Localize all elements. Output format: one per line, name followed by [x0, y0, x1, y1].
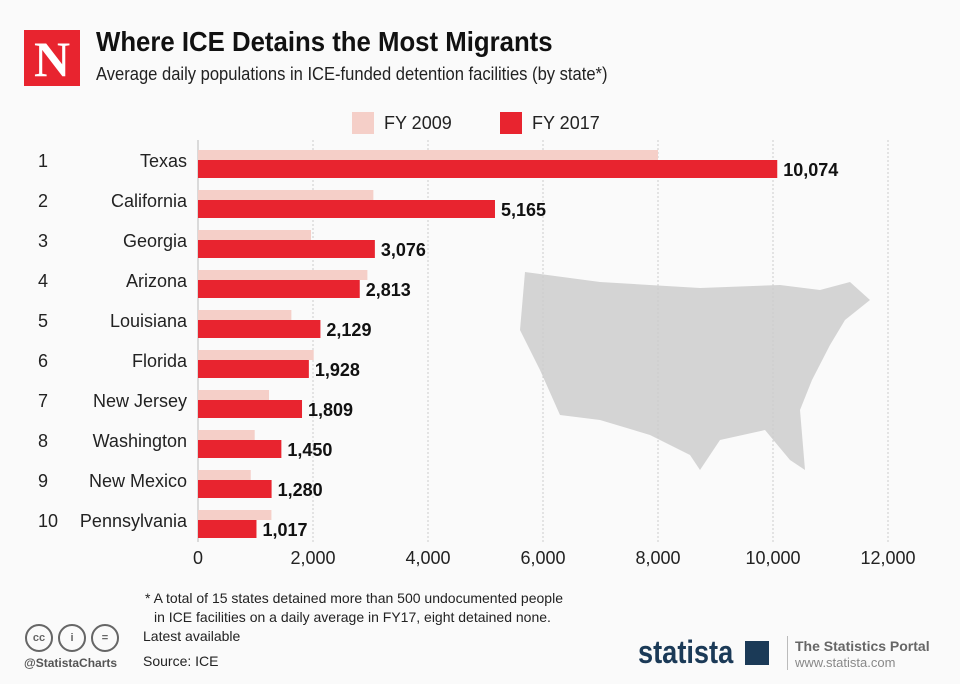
x-tick-label: 6,000	[520, 548, 565, 568]
data-label: 1,280	[278, 480, 323, 500]
x-tick-label: 8,000	[635, 548, 680, 568]
statista-logo-icon	[745, 641, 769, 665]
data-label: 1,809	[308, 400, 353, 420]
bar-fy2017	[198, 360, 309, 378]
bar-fy2017	[198, 480, 272, 498]
legend-fy2017: FY 2017	[500, 112, 600, 134]
rank-label: 1	[38, 151, 48, 171]
bar-fy2017	[198, 440, 282, 458]
legend-label: FY 2017	[532, 112, 600, 133]
state-label: Pennsylvania	[80, 511, 188, 531]
bar-fy2009	[198, 150, 658, 160]
bar-fy2009	[198, 390, 270, 400]
statista-logo: statista	[638, 634, 734, 670]
rank-label: 8	[38, 431, 48, 451]
state-label: Washington	[93, 431, 187, 451]
chart-title: Where ICE Detains the Most Migrants	[96, 26, 553, 57]
x-tick-label: 2,000	[290, 548, 335, 568]
rank-label: 10	[38, 511, 58, 531]
state-label: Georgia	[123, 231, 188, 251]
rank-label: 3	[38, 231, 48, 251]
legend-fy2009: FY 2009	[352, 112, 452, 134]
state-label: New Mexico	[89, 471, 187, 491]
bar-fy2009	[198, 350, 314, 360]
bar-fy2009	[198, 510, 272, 520]
bar-fy2009	[198, 190, 374, 200]
data-label: 10,074	[783, 160, 838, 180]
bar-fy2009	[198, 310, 292, 320]
statista-handle[interactable]: @StatistaCharts	[24, 656, 118, 670]
bar-fy2009	[198, 270, 368, 280]
bar-fy2017	[198, 160, 778, 178]
data-label: 1,450	[287, 440, 332, 460]
bar-fy2017	[198, 280, 360, 298]
bar-fy2017	[198, 400, 303, 418]
statista-url[interactable]: www.statista.com	[795, 655, 896, 670]
newsweek-logo: N	[24, 30, 80, 87]
data-label: 5,165	[501, 200, 546, 220]
state-label: Arizona	[126, 271, 188, 291]
data-label: 1,928	[315, 360, 360, 380]
footnote-line2: in ICE facilities on a daily average in …	[154, 609, 551, 625]
rank-label: 2	[38, 191, 48, 211]
nd-icon: =	[91, 624, 119, 652]
legend-label: FY 2009	[384, 112, 452, 133]
us-map-illustration	[520, 272, 870, 470]
source: Source: ICE	[143, 653, 219, 669]
rank-label: 4	[38, 271, 48, 291]
bar-fy2009	[198, 470, 251, 480]
rank-label: 9	[38, 471, 48, 491]
bar-fy2017	[198, 320, 321, 338]
state-label: New Jersey	[93, 391, 187, 411]
data-label: 1,017	[262, 520, 307, 540]
portal-label: The Statistics Portal	[795, 638, 930, 654]
rank-label: 5	[38, 311, 48, 331]
legend-swatch	[352, 112, 374, 134]
state-label: Louisiana	[110, 311, 188, 331]
chart-subtitle: Average daily populations in ICE-funded …	[96, 64, 608, 84]
state-label: Texas	[140, 151, 187, 171]
x-tick-label: 4,000	[405, 548, 450, 568]
data-label: 2,129	[326, 320, 371, 340]
data-label: 3,076	[381, 240, 426, 260]
x-tick-label: 0	[193, 548, 203, 568]
state-label: Florida	[132, 351, 188, 371]
by-icon: i	[58, 624, 86, 652]
latest-available: Latest available	[143, 628, 241, 644]
x-tick-label: 10,000	[745, 548, 800, 568]
legend-swatch	[500, 112, 522, 134]
bar-fy2009	[198, 230, 311, 240]
x-tick-label: 12,000	[860, 548, 915, 568]
cc-icon: cc	[25, 624, 53, 652]
data-label: 2,813	[366, 280, 411, 300]
rank-label: 6	[38, 351, 48, 371]
state-label: California	[111, 191, 188, 211]
bar-fy2017	[198, 240, 375, 258]
bar-fy2009	[198, 430, 255, 440]
footnote-line1: * A total of 15 states detained more tha…	[145, 590, 563, 606]
rank-label: 7	[38, 391, 48, 411]
bar-fy2017	[198, 520, 257, 538]
bar-fy2017	[198, 200, 495, 218]
